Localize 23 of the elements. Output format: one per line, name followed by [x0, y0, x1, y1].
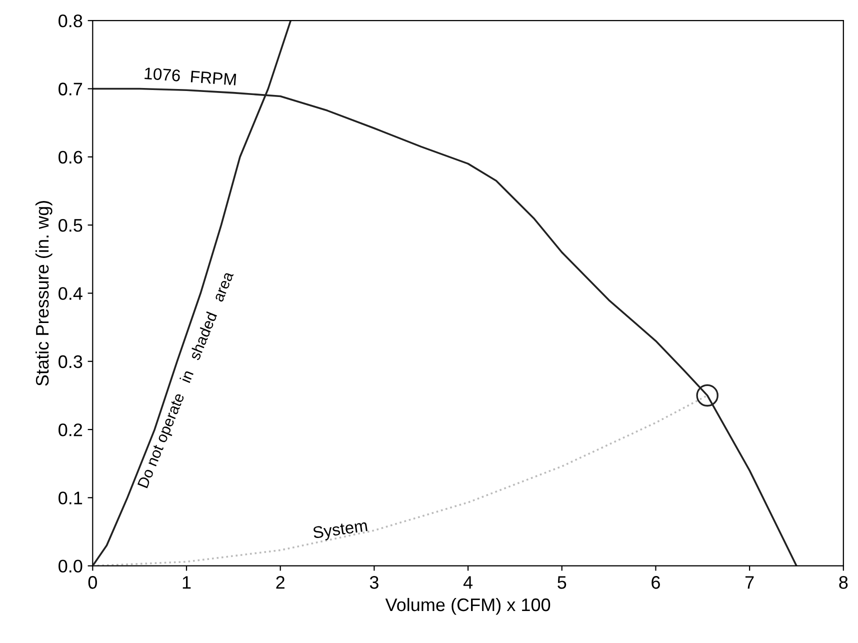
y-axis-title: Static Pressure (in. wg) — [35, 201, 52, 386]
x-tick-label: 3 — [370, 576, 378, 589]
x-tick-label: 1 — [182, 576, 191, 589]
annotation: System — [312, 519, 368, 542]
annotation: 1076 FRPM — [144, 67, 236, 86]
x-tick-label: 8 — [839, 576, 848, 589]
y-tick-label: 0.1 — [58, 492, 82, 504]
x-axis-title: Volume (CFM) x 100 — [385, 598, 550, 615]
x-tick-label: 2 — [276, 576, 284, 589]
y-tick-label: 0.8 — [58, 14, 82, 28]
y-tick-label: 0.5 — [58, 218, 82, 232]
y-tick-label: 0.0 — [58, 560, 82, 573]
y-tick-label: 0.4 — [58, 287, 82, 300]
x-tick-label: 6 — [652, 576, 660, 589]
x-tick-label: 4 — [463, 576, 473, 589]
y-tick-label: 0.7 — [58, 82, 82, 96]
annotation: Do not operate in shaded area — [136, 270, 237, 490]
y-tick-label: 0.2 — [58, 423, 82, 436]
y-tick-label: 0.6 — [58, 150, 82, 164]
x-tick-label: 5 — [558, 576, 566, 589]
x-tick-label: 0 — [88, 576, 97, 589]
x-tick-label: 7 — [745, 576, 754, 589]
y-tick-label: 0.3 — [58, 355, 82, 368]
